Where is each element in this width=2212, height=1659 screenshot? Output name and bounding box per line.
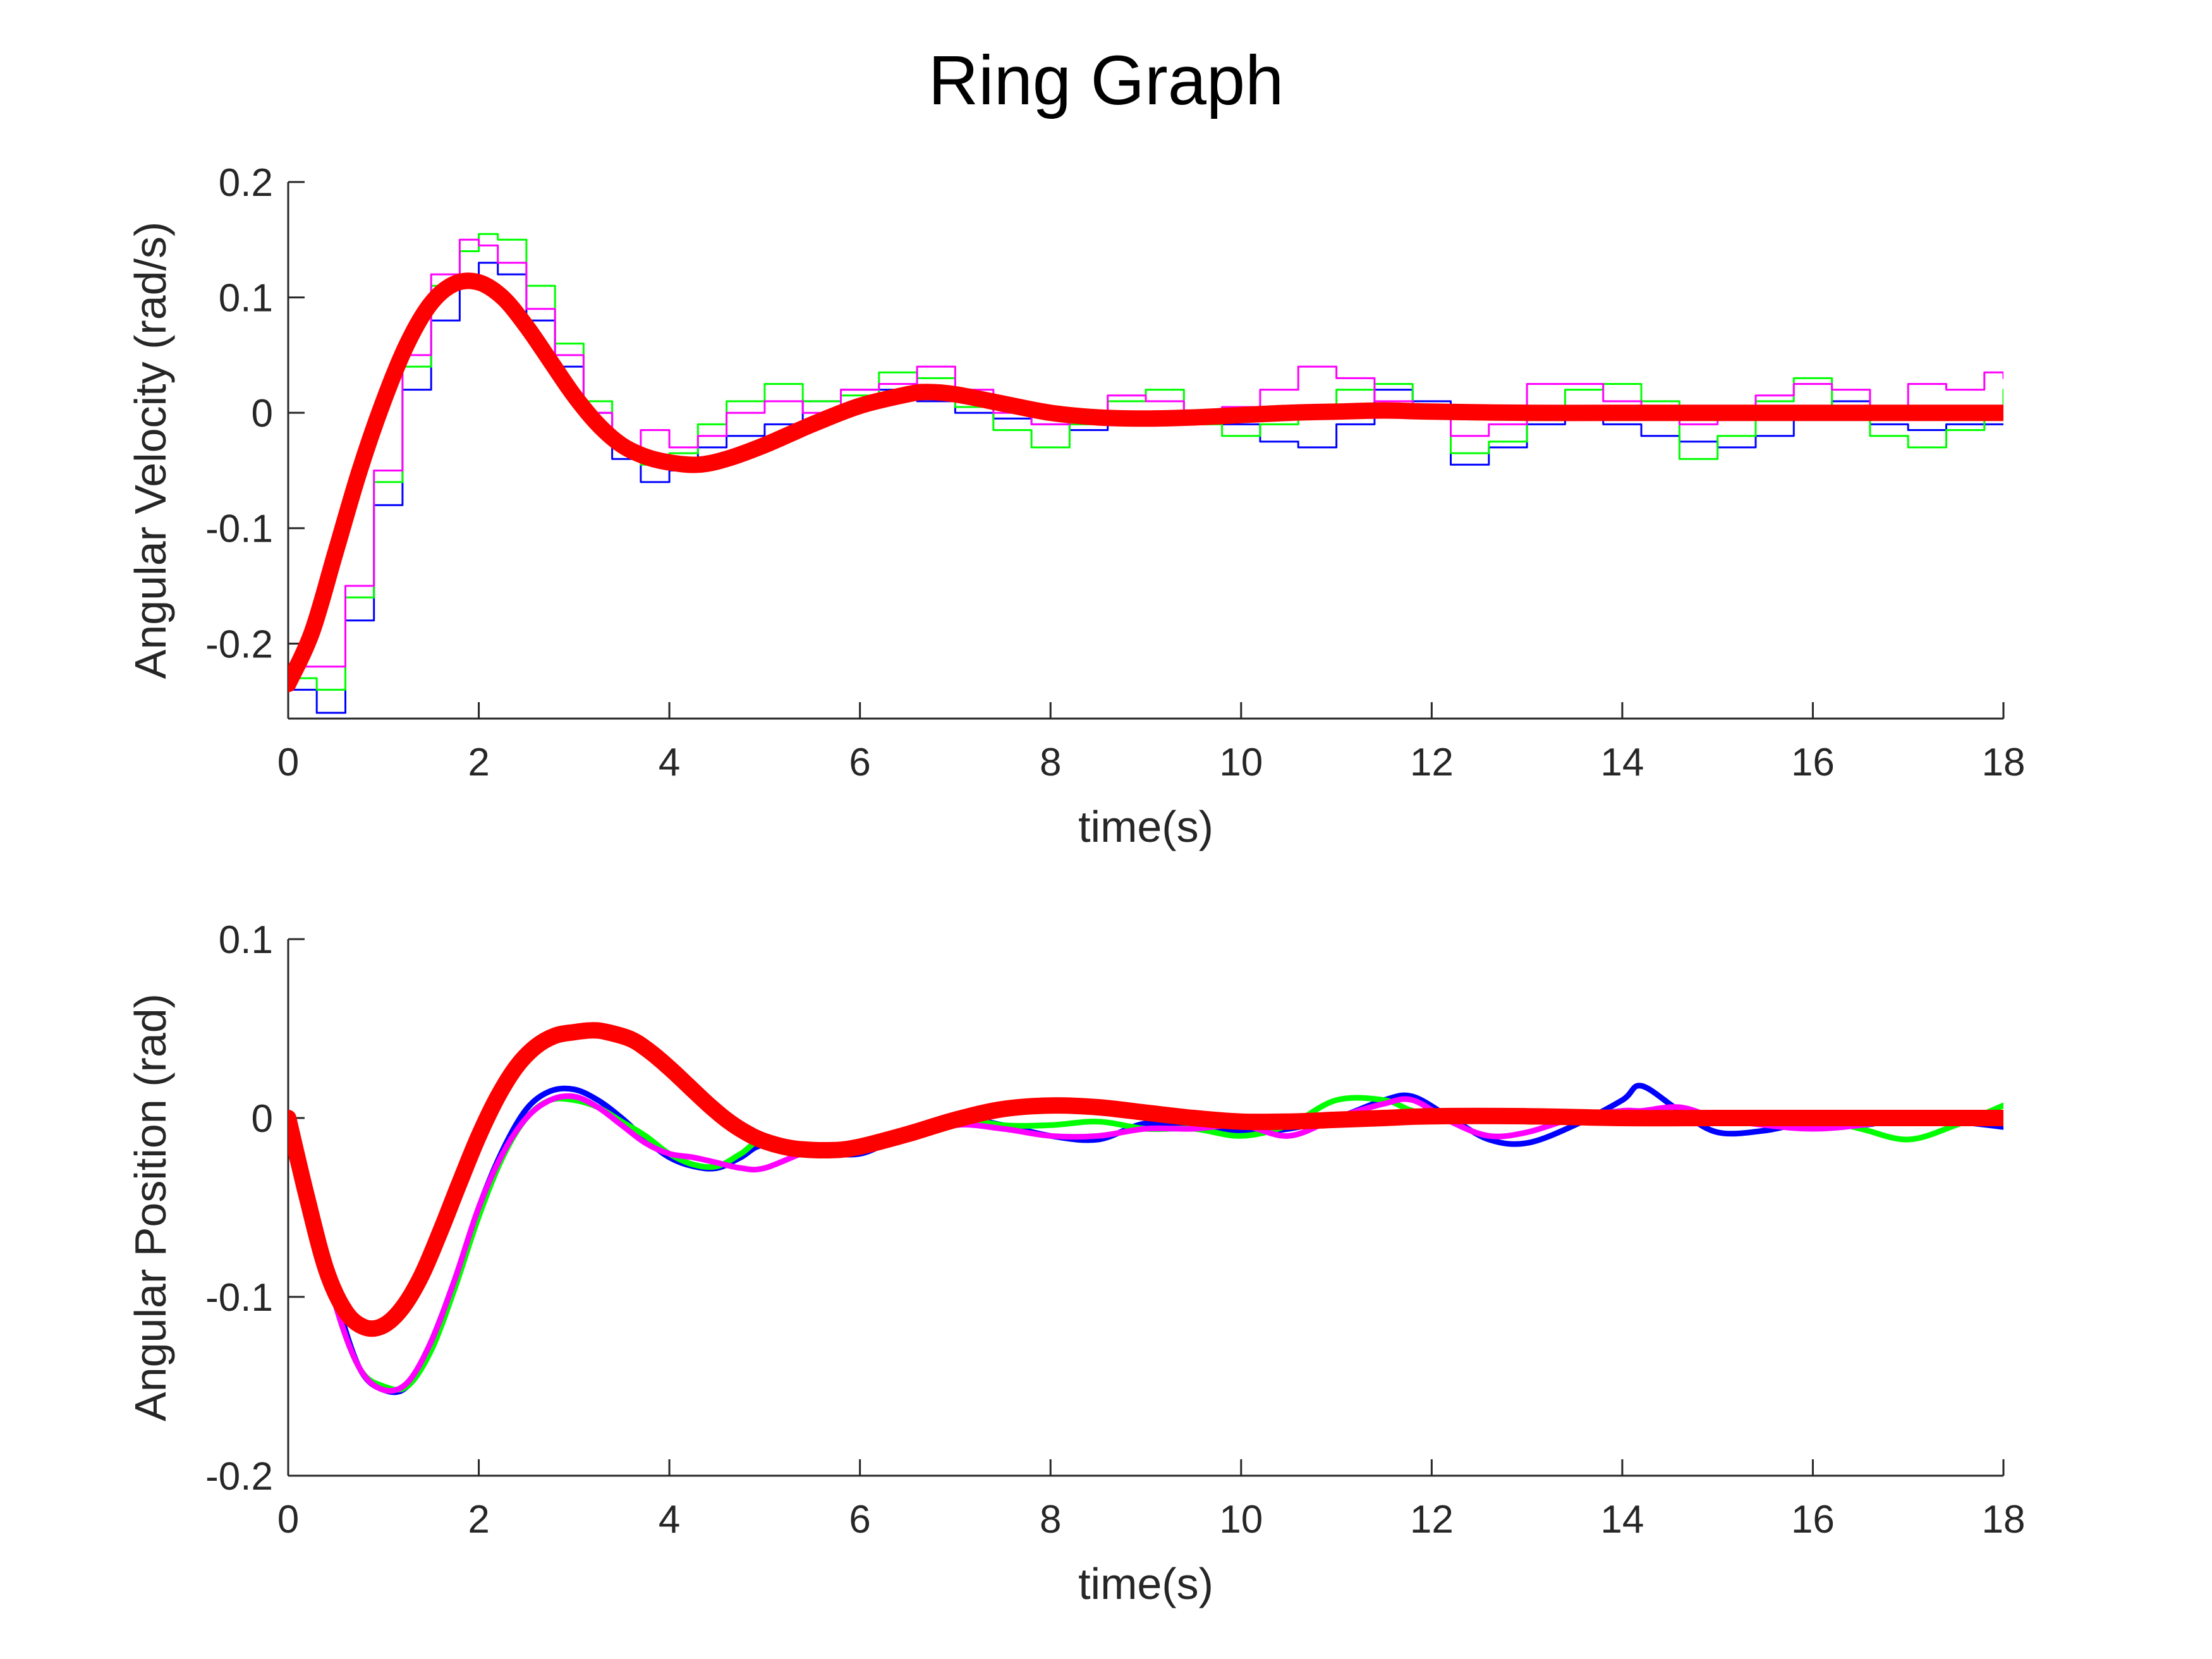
position-y-tick-label: -0.1 xyxy=(205,1276,273,1320)
velocity-series-line xyxy=(288,238,2003,668)
position-series-line xyxy=(288,1083,2003,1395)
position-y-axis-label: Angular Position (rad) xyxy=(126,994,175,1421)
velocity-y-tick-label: -0.2 xyxy=(205,623,273,666)
figure-title: Ring Graph xyxy=(928,42,1284,119)
velocity-y-tick-label: 0.2 xyxy=(219,161,273,205)
position-y-tick-label: -0.2 xyxy=(205,1455,273,1498)
position-x-axis-label: time(s) xyxy=(1078,1559,1213,1608)
position-y-tick-label: 0.1 xyxy=(219,918,273,962)
velocity-series-line xyxy=(288,233,2003,691)
velocity-x-tick-label: 16 xyxy=(1791,741,1835,784)
position-x-tick-label: 14 xyxy=(1600,1498,1644,1541)
position-x-tick-label: 18 xyxy=(1982,1498,2026,1541)
position-series-line xyxy=(288,1095,2003,1393)
velocity-x-tick-label: 12 xyxy=(1410,741,1454,784)
velocity-y-tick-label: 0.1 xyxy=(219,277,273,320)
position-series-line xyxy=(288,1022,2003,1337)
position-series-line xyxy=(288,1093,2003,1394)
velocity-series-line xyxy=(288,262,2003,714)
position-plot: 0 2 4 6 8 10 12 14 16 18 -0.2 -0.1 0 0.1 time(s) Angula… xyxy=(126,918,2025,1608)
velocity-x-tick-label: 4 xyxy=(659,741,680,784)
position-x-tick-label: 0 xyxy=(277,1498,299,1541)
position-x-tick-label: 12 xyxy=(1410,1498,1454,1541)
velocity-x-tick-label: 0 xyxy=(277,741,299,784)
velocity-series-line xyxy=(288,272,2003,693)
velocity-x-tick-label: 10 xyxy=(1219,741,1263,784)
velocity-x-tick-label: 2 xyxy=(468,741,489,784)
position-x-tick-label: 16 xyxy=(1791,1498,1835,1541)
position-x-tick-label: 2 xyxy=(468,1498,489,1541)
position-x-tick-label: 8 xyxy=(1040,1498,1061,1541)
velocity-plot: 0 2 4 6 8 10 12 14 16 18 -0.2 -0.1 0 0.1 0.2 time(s) Ang… xyxy=(126,161,2025,851)
position-x-tick-label: 4 xyxy=(659,1498,680,1541)
velocity-x-tick-label: 14 xyxy=(1600,741,1644,784)
velocity-x-tick-label: 8 xyxy=(1040,741,1061,784)
position-x-tick-label: 10 xyxy=(1219,1498,1263,1541)
velocity-x-tick-label: 6 xyxy=(849,741,870,784)
velocity-x-tick-label: 18 xyxy=(1982,741,2026,784)
velocity-y-axis-label: Angular Velocity (rad/s) xyxy=(126,222,175,679)
velocity-x-axis-label: time(s) xyxy=(1078,802,1213,851)
position-y-tick-label: 0 xyxy=(252,1097,273,1141)
velocity-y-tick-label: 0 xyxy=(252,392,273,435)
velocity-y-tick-label: -0.1 xyxy=(205,507,273,551)
position-x-tick-label: 6 xyxy=(849,1498,870,1541)
